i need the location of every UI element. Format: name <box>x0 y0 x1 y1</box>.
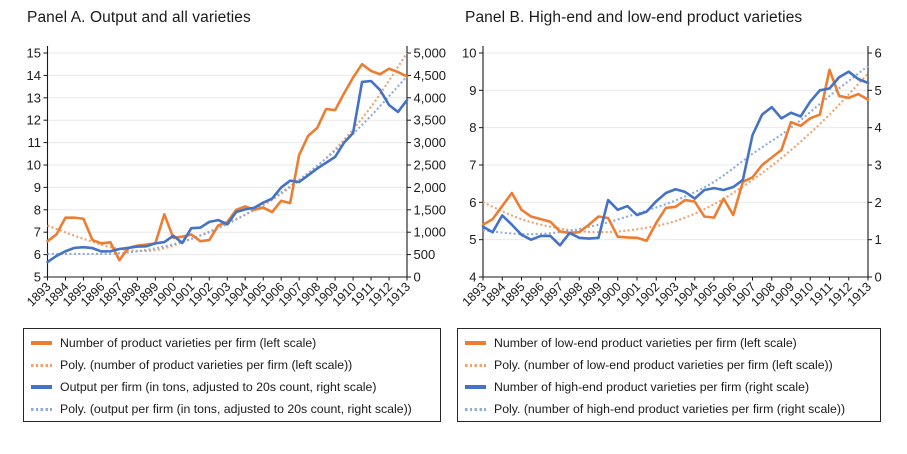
panel-a-left-tick-label: 8 <box>34 202 41 217</box>
panel-a-left-tick-label: 5 <box>34 270 41 285</box>
panel-b-plot: 4567891001234561893189418951896189718981… <box>460 46 882 310</box>
panel-a: Panel A. Output and all varieties 5 6 7 8 9 1… <box>0 0 453 454</box>
panel-b-left-tick-label: 5 <box>469 232 476 247</box>
panel-a-output-line <box>46 79 409 264</box>
legend-label: Poly. (number of high-end product variet… <box>494 402 846 416</box>
legend-line-sample-orange-dotted <box>31 363 52 367</box>
panel-a-right-tick-label: 4,500 <box>414 68 447 83</box>
legend-item-varieties: Number of product varieties per firm (le… <box>31 332 440 354</box>
legend-item-high-end: Number of high-end product varieties per… <box>465 376 880 398</box>
legend-item-varieties-trend: Poly. (number of product varieties per f… <box>31 354 440 376</box>
panel-a-plot: 5 6 7 8 9 10 11 12 13 14 15 0 500 1,000 1,500 2,000 2,50… <box>24 46 447 310</box>
panel-b-right-tick-label: 2 <box>875 195 882 210</box>
panel-b: Panel B. High-end and low-end product va… <box>454 0 907 454</box>
panel-a-right-tick-label: 2,500 <box>414 158 447 173</box>
panel-a-right-tick-label: 1,000 <box>414 225 447 240</box>
panel-a-left-tick-label: 10 <box>27 158 41 173</box>
panel-a-right-tick-label: 0 <box>414 270 421 285</box>
legend-line-sample-blue-solid <box>31 385 52 389</box>
legend-line-sample-orange-dotted <box>465 363 486 367</box>
panel-b-right-tick-label: 6 <box>875 46 882 61</box>
panel-b-left-tick-label: 8 <box>469 120 476 135</box>
panel-a-right-tick-label: 2,000 <box>414 180 447 195</box>
panel-b-low-end-varieties-line <box>481 68 870 243</box>
panel-a-legend: Number of product varieties per firm (le… <box>23 328 441 422</box>
panel-b-left-tick-label: 6 <box>469 195 476 210</box>
panel-a-left-tick-label: 15 <box>27 46 41 61</box>
panel-b-right-tick-label: 4 <box>875 120 882 135</box>
panel-b-left-tick-label: 10 <box>462 46 476 61</box>
panel-a-left-tick-label: 6 <box>34 247 41 262</box>
legend-item-high-end-trend: Poly. (number of high-end product variet… <box>465 398 880 420</box>
legend-label: Poly. (output per firm (in tons, adjuste… <box>60 402 412 416</box>
legend-line-sample-blue-solid <box>465 385 486 389</box>
panel-a-left-tick-label: 12 <box>27 113 41 128</box>
legend-label: Number of high-end product varieties per… <box>494 380 810 394</box>
panel-b-left-tick-label: 7 <box>469 158 476 173</box>
legend-item-low-end: Number of low-end product varieties per … <box>465 332 880 354</box>
panel-b-right-tick-label: 1 <box>875 232 882 247</box>
panel-a-right-tick-label: 5,000 <box>414 46 447 61</box>
legend-line-sample-blue-dotted <box>465 407 486 411</box>
panel-a-left-tick-label: 13 <box>27 90 41 105</box>
panel-b-high-end-varieties-line <box>481 70 870 247</box>
panel-a-right-tick-label: 1,500 <box>414 202 447 217</box>
panel-b-title: Panel B. High-end and low-end product va… <box>465 9 803 26</box>
legend-label: Output per firm (in tons, adjusted to 20… <box>60 380 377 394</box>
panel-b-right-tick-label: 3 <box>875 158 882 173</box>
panel-b-left-tick-label: 9 <box>469 83 476 98</box>
legend-line-sample-blue-dotted <box>31 407 52 411</box>
panel-b-left-tick-label: 4 <box>469 270 476 285</box>
legend-label: Number of product varieties per firm (le… <box>60 336 317 350</box>
panel-b-legend: Number of low-end product varieties per … <box>457 328 881 422</box>
legend-item-output-trend: Poly. (output per firm (in tons, adjuste… <box>31 398 440 420</box>
panel-a-varieties-line <box>46 62 409 262</box>
legend-item-output: Output per firm (in tons, adjusted to 20… <box>31 376 440 398</box>
panel-a-left-tick-label: 14 <box>27 68 41 83</box>
panel-a-right-tick-label: 3,000 <box>414 135 447 150</box>
panel-a-right-tick-label: 3,500 <box>414 113 447 128</box>
legend-label: Poly. (number of product varieties per f… <box>60 358 353 372</box>
panel-a-right-tick-label: 500 <box>414 247 436 262</box>
panel-b-high-end-trend-line <box>482 65 869 236</box>
panel-b-low-end-trend-line <box>482 72 869 234</box>
legend-label: Number of low-end product varieties per … <box>494 336 797 350</box>
legend-line-sample-orange-solid <box>31 341 52 345</box>
legend-label: Poly. (number of low-end product varieti… <box>494 358 833 372</box>
panel-a-right-tick-label: 4,000 <box>414 90 447 105</box>
panel-a-left-tick-label: 9 <box>34 180 41 195</box>
legend-line-sample-orange-solid <box>465 341 486 345</box>
panel-a-left-tick-label: 11 <box>28 135 42 150</box>
legend-item-low-end-trend: Poly. (number of low-end product varieti… <box>465 354 880 376</box>
panel-b-right-tick-label: 5 <box>875 83 882 98</box>
panel-a-left-tick-label: 7 <box>34 225 41 240</box>
panel-b-right-tick-label: 0 <box>875 270 882 285</box>
panel-a-title: Panel A. Output and all varieties <box>27 9 251 26</box>
